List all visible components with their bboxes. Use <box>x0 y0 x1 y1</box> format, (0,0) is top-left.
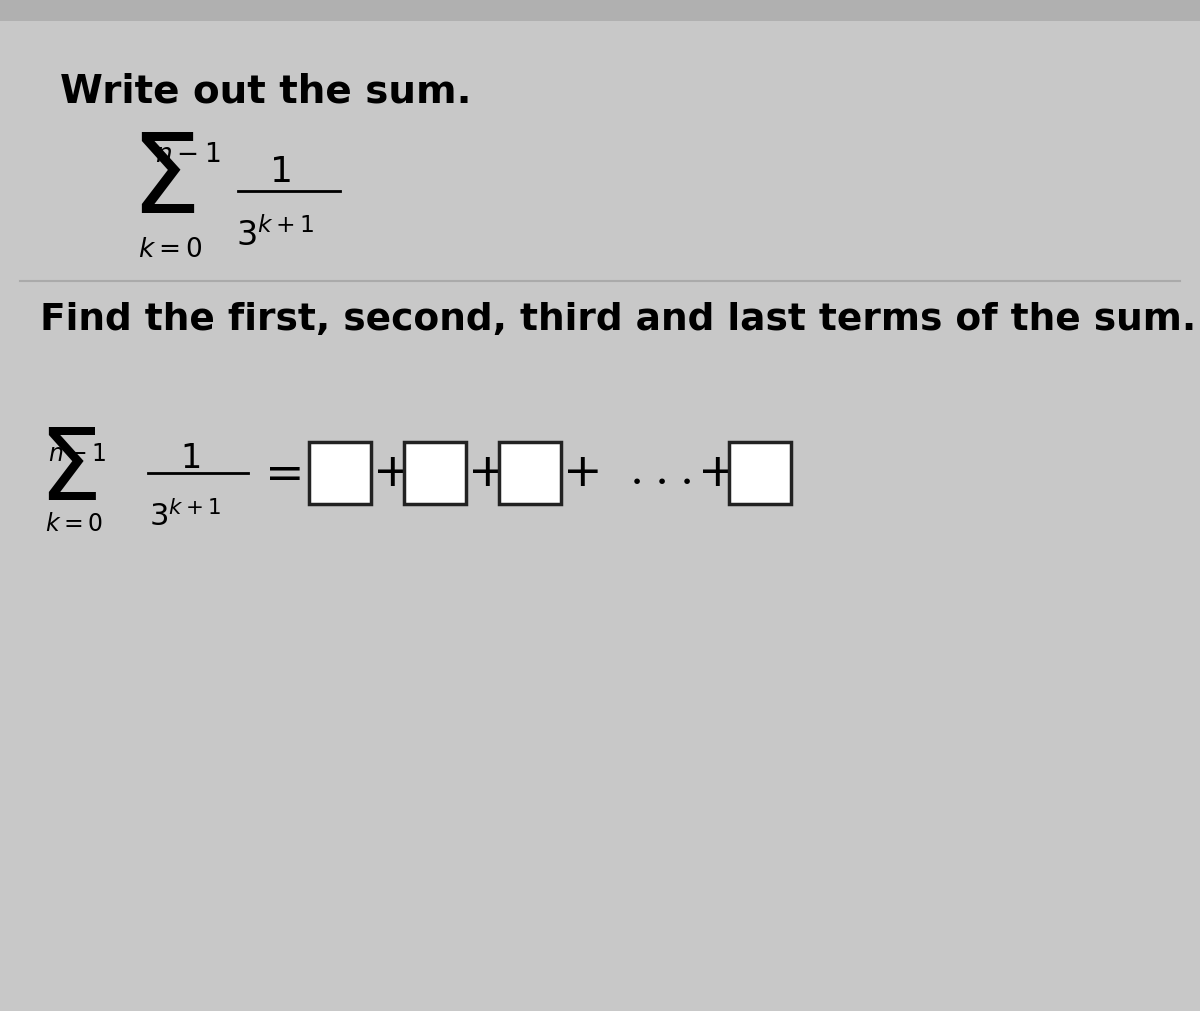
Text: $3^{k+1}$: $3^{k+1}$ <box>235 216 314 253</box>
Text: $n-1$: $n-1$ <box>155 142 221 168</box>
Text: $+$: $+$ <box>562 451 599 496</box>
Bar <box>499 443 562 504</box>
Text: $\bullet$: $\bullet$ <box>630 469 641 488</box>
Text: $+$: $+$ <box>372 451 408 496</box>
Text: $n-1$: $n-1$ <box>48 442 107 465</box>
Text: $=$: $=$ <box>256 451 301 496</box>
Bar <box>0 0 1200 22</box>
Text: $\Sigma$: $\Sigma$ <box>38 423 97 520</box>
Text: $+$: $+$ <box>467 451 503 496</box>
Text: Write out the sum.: Write out the sum. <box>60 72 472 110</box>
Text: $+$: $+$ <box>697 451 733 496</box>
Text: $\bullet$: $\bullet$ <box>654 469 666 488</box>
Text: $\bullet$: $\bullet$ <box>679 469 690 488</box>
Text: Find the first, second, third and last terms of the sum.: Find the first, second, third and last t… <box>40 301 1196 338</box>
Text: $3^{k+1}$: $3^{k+1}$ <box>149 499 221 532</box>
Text: $1$: $1$ <box>180 442 200 475</box>
Bar <box>730 443 791 504</box>
Text: $\Sigma$: $\Sigma$ <box>130 128 196 236</box>
Bar <box>404 443 466 504</box>
Bar <box>310 443 371 504</box>
Text: $1$: $1$ <box>269 155 290 189</box>
Text: $k=0$: $k=0$ <box>138 237 203 263</box>
Text: $k=0$: $k=0$ <box>46 512 103 536</box>
